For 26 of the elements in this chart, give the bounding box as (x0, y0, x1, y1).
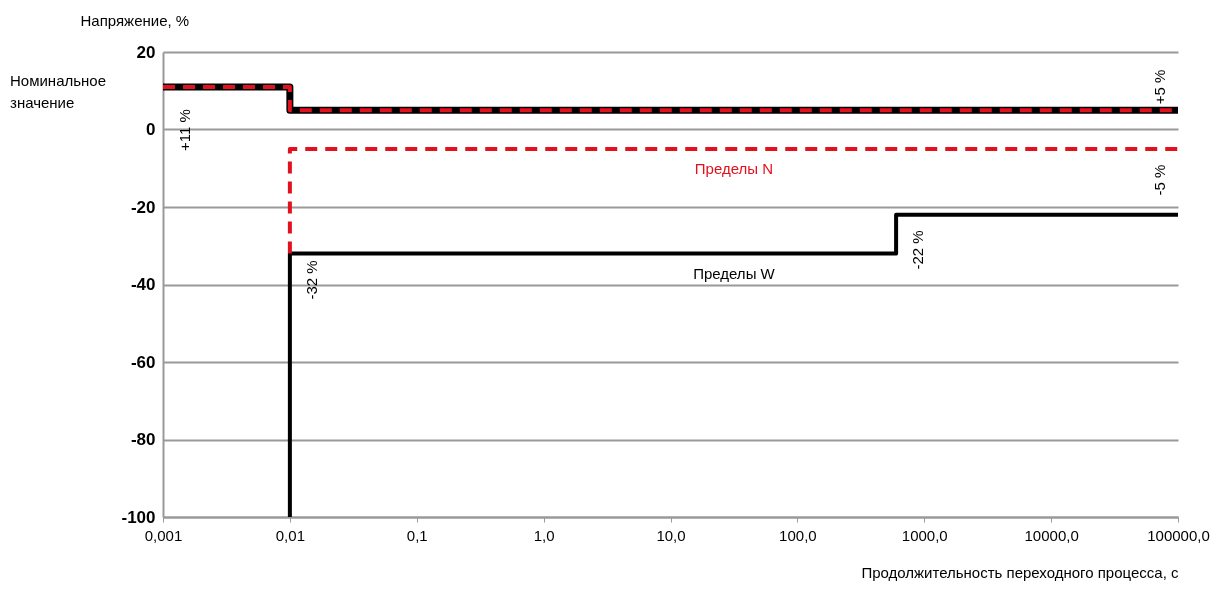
x-tick-label: 0,01 (275, 526, 305, 544)
y-tick-label: -60 (130, 352, 156, 372)
x-axis-title: Продолжительность переходного процесса, с (861, 563, 1179, 581)
y-tick-label: 0 (146, 120, 156, 139)
y-tick-label: -40 (130, 275, 156, 294)
y-tick-label: 20 (136, 42, 156, 62)
x-tick-label: 100,0 (779, 526, 817, 544)
x-tick-label: 1000,0 (901, 526, 948, 544)
annotation: -22 % (909, 230, 926, 270)
x-tick-label: 100000,0 (1147, 526, 1210, 544)
annotation: +5 % (1151, 69, 1168, 105)
text: Номинальное значение (10, 72, 107, 111)
annotation: +11 % (176, 109, 193, 151)
x-tick-label: 0,001 (144, 526, 183, 544)
annotation: -5 % (1151, 164, 1168, 196)
series-label: Пределы W (693, 264, 776, 282)
x-tick-label: 10,0 (656, 526, 686, 544)
y-tick-label: -80 (130, 430, 156, 449)
y-tick-label: -20 (130, 197, 156, 217)
x-tick-label: 10000,0 (1024, 526, 1079, 544)
x-tick-label: 1,0 (533, 526, 555, 544)
series-label: Пределы N (694, 159, 774, 177)
y-axis-title: Напряжение, % (80, 11, 190, 29)
x-tick-label: 0,1 (406, 526, 428, 544)
y-tick-label: -100 (121, 507, 156, 527)
annotation: -32 % (303, 260, 320, 300)
